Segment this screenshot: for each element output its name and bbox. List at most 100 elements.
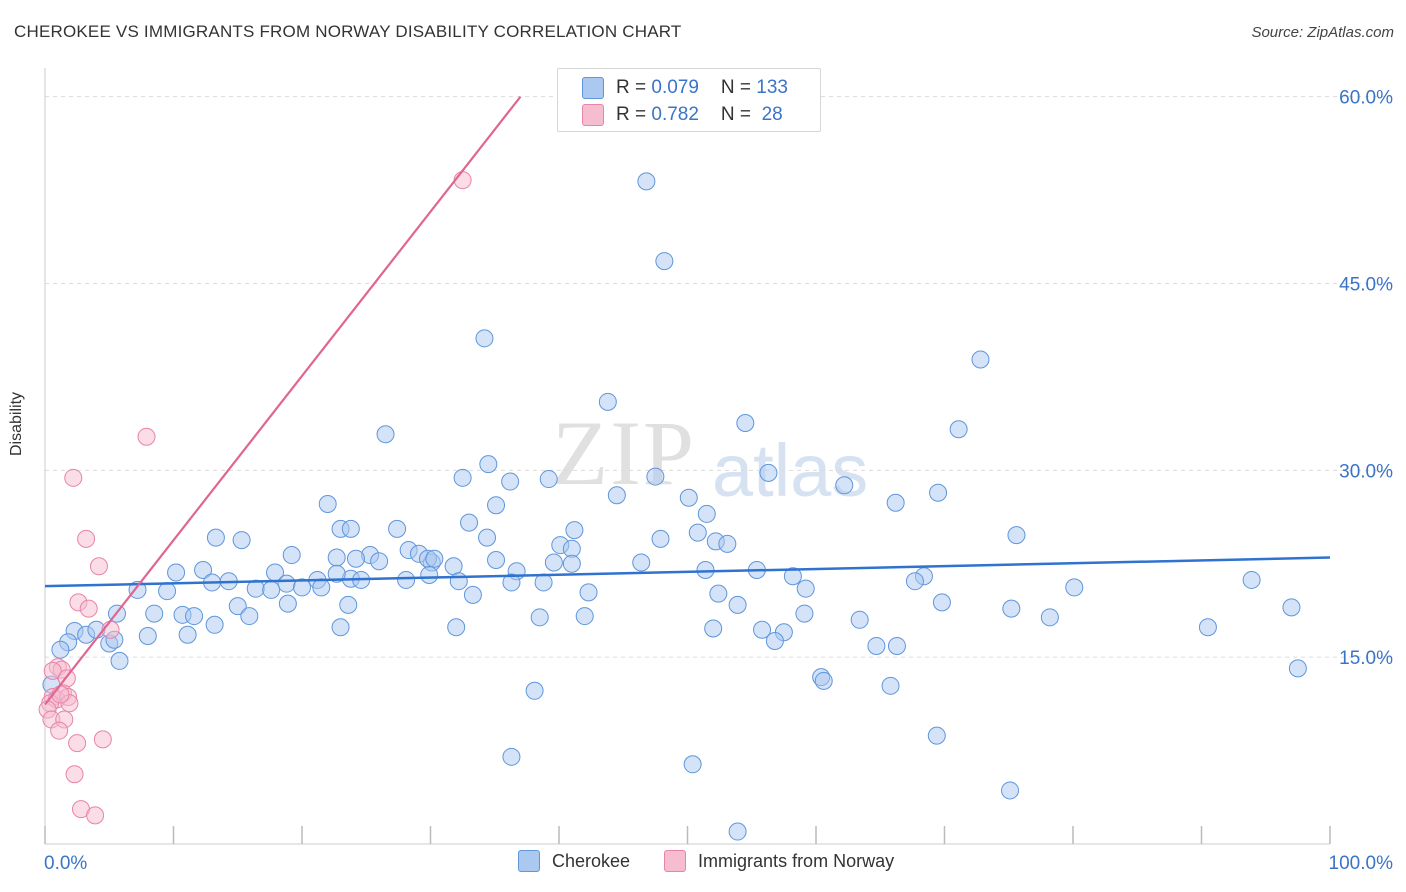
cherokee-point-126 <box>525 681 544 700</box>
cherokee-point-66 <box>534 573 553 592</box>
tick-labels: 15.0% 30.0% 45.0% 60.0% 0.0% 100.0% <box>44 88 1393 874</box>
cherokee-point-70 <box>312 578 331 597</box>
norway-point-0 <box>453 171 472 190</box>
cherokee-point-120 <box>51 640 70 659</box>
gridlines <box>45 96 1392 658</box>
norway-r-label: R = <box>616 104 652 125</box>
cherokee-point-69 <box>277 574 296 593</box>
cherokee-point-10 <box>453 468 472 487</box>
cherokee-point-89 <box>932 593 951 612</box>
norway-point-1 <box>137 427 156 446</box>
cherokee-point-42 <box>444 557 463 576</box>
cherokee-point-101 <box>1040 608 1059 627</box>
cherokee-point-27 <box>688 523 707 542</box>
cherokee-point-12 <box>539 470 558 489</box>
cherokee-point-28 <box>1007 526 1026 545</box>
cherokee-point-77 <box>128 580 147 599</box>
cherokee-point-48 <box>487 551 506 570</box>
cherokee-point-24 <box>341 519 360 538</box>
y-tick-label-3: 60.0% <box>1339 88 1393 109</box>
legend-item-norway[interactable]: Immigrants from Norway <box>664 850 894 872</box>
cherokee-point-97 <box>530 608 549 627</box>
legend-item-cherokee[interactable]: Cherokee <box>518 850 630 872</box>
cherokee-point-81 <box>293 578 311 597</box>
cherokee-point-86 <box>278 594 297 613</box>
cherokee-point-2 <box>475 329 494 348</box>
watermark-zip: ZIP <box>552 402 696 504</box>
norway-point-2 <box>64 468 83 487</box>
cherokee-point-96 <box>240 607 259 626</box>
norway-point-24 <box>65 765 84 784</box>
norway-n-value: 28 <box>756 104 783 125</box>
cherokee-point-118 <box>867 636 886 655</box>
cherokee-point-9 <box>318 494 337 513</box>
cherokee-point-80 <box>262 580 281 599</box>
cherokee-point-50 <box>632 553 651 572</box>
norway-r-value: 0.782 <box>651 104 699 125</box>
cherokee-point-75 <box>1065 578 1084 597</box>
norway-point-26 <box>86 806 105 825</box>
cherokee-point-29 <box>206 528 225 547</box>
cherokee-point-15 <box>835 476 854 495</box>
source-label: Source: ZipAtlas.com <box>1251 24 1394 41</box>
cherokee-point-18 <box>679 488 698 507</box>
cherokee-point-129 <box>683 755 702 774</box>
cherokee-point-74 <box>796 579 815 598</box>
cherokee-point-84 <box>709 584 728 603</box>
cherokee-point-52 <box>194 560 213 579</box>
cherokee-point-39 <box>327 548 346 567</box>
cherokee-point-107 <box>1198 618 1217 637</box>
cherokee-point-78 <box>158 582 177 601</box>
cherokee-point-98 <box>575 607 594 626</box>
cherokee-point-21 <box>697 504 716 523</box>
y-tick-label-2: 45.0% <box>1339 275 1393 296</box>
cherokee-points <box>42 172 1307 841</box>
legend-norway-swatch <box>664 850 687 872</box>
cherokee-point-22 <box>460 513 479 532</box>
cherokee-point-8 <box>479 455 498 474</box>
norway-n-label: N = <box>720 104 757 125</box>
cherokee-point-25 <box>388 519 407 538</box>
cherokee-trend-line <box>44 556 1331 588</box>
norway-points <box>38 171 472 825</box>
cherokee-point-131 <box>728 822 747 841</box>
cherokee-point-17 <box>607 486 626 505</box>
cherokee-point-104 <box>447 618 466 637</box>
cherokee-point-53 <box>167 563 186 582</box>
norway-point-3 <box>77 529 96 548</box>
cherokee-point-76 <box>1242 570 1261 589</box>
cherokee-point-100 <box>850 610 869 629</box>
cherokee-point-106 <box>753 620 772 639</box>
cherokee-point-14 <box>759 463 778 482</box>
cherokee-point-122 <box>1288 659 1307 678</box>
cherokee-point-93 <box>145 604 164 623</box>
cherokee-point-1 <box>655 252 674 271</box>
cherokee-point-13 <box>646 467 665 486</box>
cherokee-point-73 <box>783 567 802 586</box>
cherokee-point-119 <box>887 636 906 655</box>
y-tick-label-0: 15.0% <box>1339 648 1393 669</box>
norway-point-27 <box>51 685 70 704</box>
cherokee-point-105 <box>704 619 723 638</box>
norway-point-22 <box>68 734 87 753</box>
bottom-legend: Cherokee Immigrants from Norway <box>518 850 928 872</box>
norway-point-23 <box>93 730 112 749</box>
cherokee-swatch <box>582 77 604 99</box>
cherokee-point-124 <box>814 671 833 690</box>
cherokee-point-56 <box>327 564 346 583</box>
norway-point-21 <box>50 721 69 740</box>
x-tick-label-1: 100.0% <box>1329 853 1394 874</box>
cherokee-point-5 <box>736 414 755 433</box>
axes <box>44 68 1331 845</box>
cherokee-point-117 <box>765 631 784 650</box>
stats-row-norway: R = 0.782 N = 28 <box>582 104 783 126</box>
cherokee-point-125 <box>881 676 900 695</box>
cherokee-point-6 <box>949 420 968 439</box>
cherokee-point-16 <box>929 483 948 502</box>
cherokee-point-33 <box>478 528 497 547</box>
cherokee-point-82 <box>463 585 482 604</box>
cherokee-n-label: N = <box>720 77 757 98</box>
cherokee-point-83 <box>579 583 598 602</box>
cherokee-point-30 <box>232 531 251 550</box>
